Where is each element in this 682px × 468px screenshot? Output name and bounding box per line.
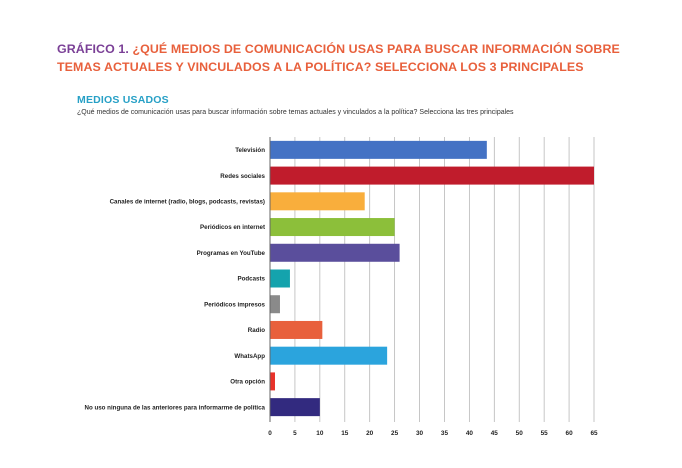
category-label: Periódicos en internet: [200, 224, 265, 231]
category-label: Periódicos impresos: [204, 301, 265, 308]
x-axis-ticks: 0 5 10 15 20 25 30 35 40 45 50 55 60 65: [268, 430, 598, 437]
category-label: Programas en YouTube: [197, 250, 266, 257]
x-tick-label: 10: [316, 430, 324, 437]
figure-title-number: GRÁFICO 1.: [57, 42, 129, 56]
x-tick-label: 65: [590, 430, 598, 437]
category-label: WhatsApp: [234, 353, 265, 360]
x-tick-label: 5: [293, 430, 297, 437]
chart-subtitle: ¿Qué medios de comunicación usas para bu…: [77, 109, 514, 116]
category-labels: Televisión Redes sociales Canales de inter…: [84, 147, 265, 411]
bar: [270, 192, 365, 211]
bar: [270, 346, 388, 365]
category-label: Redes sociales: [220, 173, 265, 180]
category-label: Podcasts: [237, 276, 265, 283]
x-tick-label: 15: [341, 430, 349, 437]
bar: [270, 269, 290, 288]
x-tick-label: 20: [366, 430, 374, 437]
x-tick-label: 30: [416, 430, 424, 437]
x-tick-label: 0: [268, 430, 272, 437]
category-label: Canales de internet (radio, blogs, podca…: [110, 199, 265, 206]
x-tick-label: 45: [491, 430, 499, 437]
bar: [270, 398, 320, 417]
x-tick-label: 40: [466, 430, 474, 437]
category-label: No uso ninguna de las anteriores para in…: [84, 404, 265, 411]
category-label: Otra opción: [230, 379, 265, 386]
bar: [270, 243, 400, 262]
category-label: Radio: [248, 327, 265, 334]
category-label: Televisión: [235, 147, 265, 154]
bars: [270, 140, 594, 417]
x-tick-label: 55: [541, 430, 549, 437]
x-tick-label: 60: [566, 430, 574, 437]
figure-title-question: ¿QUÉ MEDIOS DE COMUNICACIÓN USAS PARA BU…: [57, 42, 620, 74]
bar: [270, 140, 487, 159]
chart-title: MEDIOS USADOS: [77, 94, 169, 106]
x-tick-label: 50: [516, 430, 524, 437]
x-tick-label: 35: [441, 430, 449, 437]
bar: [270, 320, 323, 339]
figure-title: GRÁFICO 1. ¿QUÉ MEDIOS DE COMUNICACIÓN U…: [57, 40, 657, 76]
bar: [270, 218, 395, 237]
bar: [270, 295, 280, 314]
bar: [270, 372, 275, 391]
x-tick-label: 25: [391, 430, 399, 437]
bar: [270, 166, 594, 185]
